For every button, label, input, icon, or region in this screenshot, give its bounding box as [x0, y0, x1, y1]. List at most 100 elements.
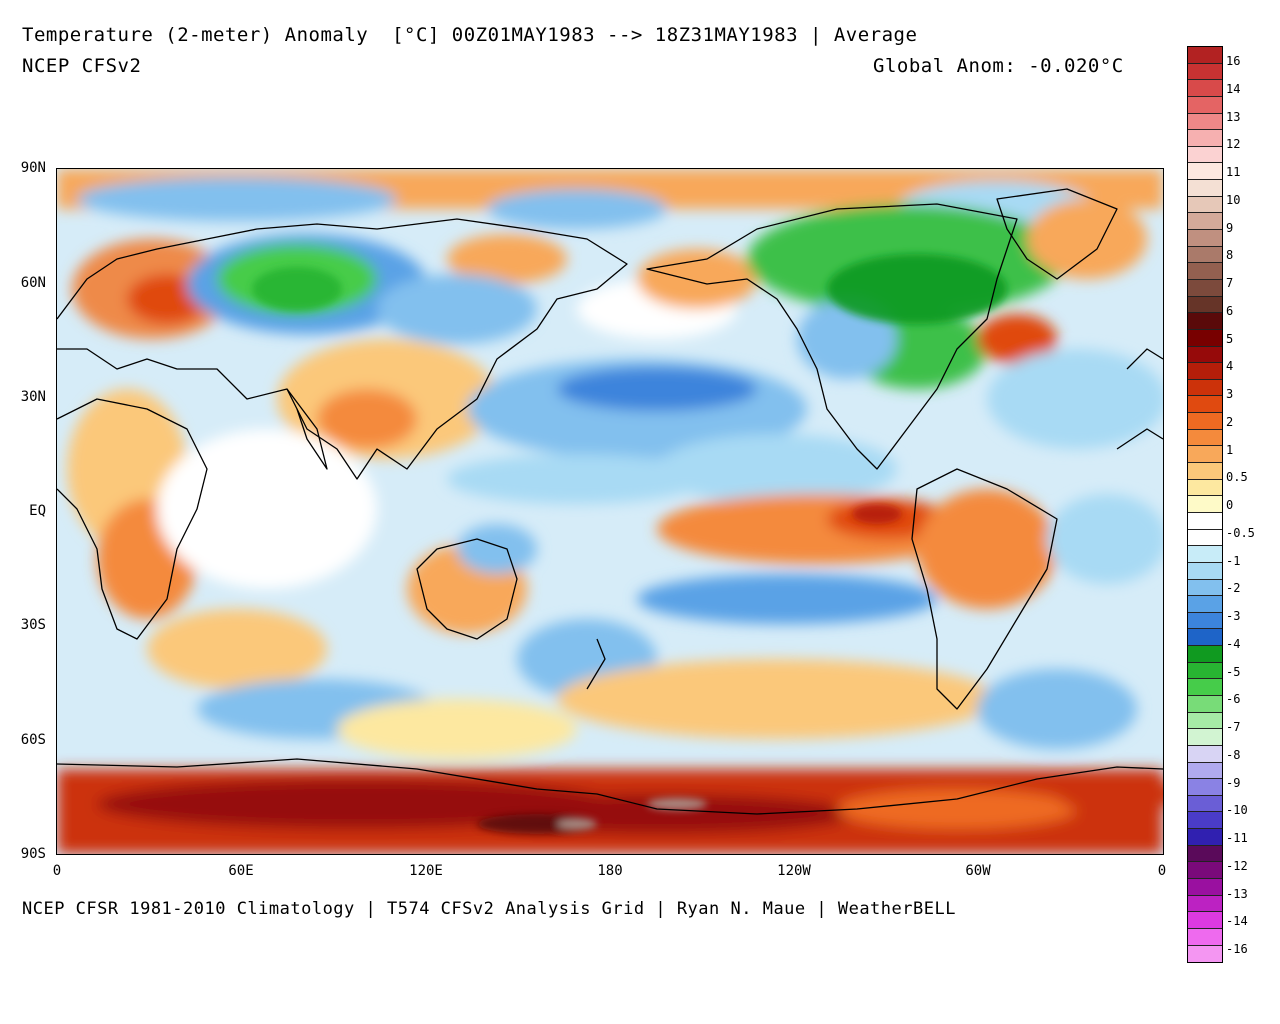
color-scale-cell	[1188, 895, 1222, 913]
color-scale-cell	[1188, 662, 1222, 680]
lat-label-90s: 90S	[20, 846, 46, 862]
color-scale-cell	[1188, 829, 1222, 846]
lon-label-120w: 120W	[777, 863, 811, 879]
color-scale-cell	[1188, 146, 1222, 164]
color-scale-label: 9	[1226, 220, 1234, 235]
color-scale-cell	[1188, 695, 1222, 713]
color-scale-label: 4	[1226, 359, 1234, 374]
color-scale-cell	[1188, 47, 1222, 64]
color-scale-label: 16	[1226, 54, 1241, 68]
color-scale-cell	[1188, 379, 1222, 397]
color-scale-label: -5	[1226, 664, 1241, 679]
color-scale-cell	[1188, 113, 1222, 131]
color-scale-cell	[1188, 163, 1222, 181]
color-scale-cell	[1188, 596, 1222, 613]
credits-footer: NCEP CFSR 1981-2010 Climatology | T574 C…	[22, 899, 956, 919]
color-scale-cell	[1188, 562, 1222, 580]
global-anomaly-label: Global Anom: -0.020°C	[873, 55, 1124, 77]
color-scale-cell	[1188, 96, 1222, 114]
color-scale-cell	[1188, 429, 1222, 447]
lat-label-30n: 30N	[20, 389, 46, 405]
lon-label-180: 180	[597, 863, 623, 879]
color-scale-cell	[1188, 446, 1222, 464]
color-scale-label: -10	[1226, 803, 1248, 818]
color-scale-cell	[1188, 512, 1222, 530]
color-scale-cell	[1188, 63, 1222, 81]
color-scale-label: 3	[1226, 387, 1234, 402]
color-scale-cell	[1188, 945, 1222, 963]
color-scale-cell	[1188, 396, 1222, 414]
color-scale-cell	[1188, 180, 1222, 197]
color-scale-cell	[1188, 363, 1222, 380]
color-scale-label: -4	[1226, 636, 1241, 651]
lat-label-60n: 60N	[20, 275, 46, 291]
color-scale-label: -9	[1226, 775, 1241, 790]
color-scale-label: -14	[1226, 914, 1248, 929]
color-scale-cell	[1188, 329, 1222, 347]
color-scale-label: -6	[1226, 692, 1241, 707]
color-scale-cell	[1188, 80, 1222, 97]
lat-label-60s: 60S	[20, 732, 46, 748]
color-scale-cell	[1188, 762, 1222, 780]
color-scale-cell	[1188, 130, 1222, 147]
color-scale-cell	[1188, 879, 1222, 896]
lat-label-90n: 90N	[20, 160, 46, 176]
color-scale-label: 13	[1226, 109, 1241, 124]
color-scale-cell	[1188, 296, 1222, 314]
color-scale-label: -11	[1226, 831, 1248, 846]
color-scale-cell	[1188, 745, 1222, 763]
color-scale-cell	[1188, 729, 1222, 746]
lat-label-30s: 30S	[20, 617, 46, 633]
color-scale-cell	[1188, 213, 1222, 231]
color-scale-cell	[1188, 779, 1222, 796]
color-scale-label: 0.5	[1226, 470, 1248, 485]
color-scale-label: 5	[1226, 331, 1234, 346]
color-scale-cell	[1188, 579, 1222, 597]
lat-label-eq: EQ	[29, 503, 46, 519]
color-scale-label: 6	[1226, 303, 1234, 318]
color-scale-label: -8	[1226, 747, 1241, 762]
color-scale-label: 1	[1226, 442, 1234, 457]
color-scale-cell	[1188, 812, 1222, 830]
color-scale-label: 7	[1226, 276, 1234, 291]
color-scale-label: 2	[1226, 414, 1234, 429]
color-scale-cell	[1188, 612, 1222, 630]
color-scale-cell	[1188, 496, 1222, 513]
color-scale-cell	[1188, 279, 1222, 297]
color-scale-cell	[1188, 196, 1222, 214]
color-scale-cell	[1188, 246, 1222, 264]
lon-label-60e: 60E	[228, 863, 254, 879]
color-scale-cell	[1188, 712, 1222, 730]
color-scale-label: 8	[1226, 248, 1234, 263]
color-scale-label: -3	[1226, 609, 1241, 624]
lon-label-120e: 120E	[409, 863, 443, 879]
color-scale-cell	[1188, 845, 1222, 863]
color-scale-cell	[1188, 646, 1222, 663]
color-scale-cell	[1188, 679, 1222, 696]
map-title: Temperature (2-meter) Anomaly [°C] 00Z01…	[22, 24, 918, 46]
color-scale-cell	[1188, 629, 1222, 647]
anomaly-map	[56, 168, 1164, 855]
color-scale-label: 14	[1226, 81, 1241, 96]
color-scale-label: -2	[1226, 581, 1241, 596]
color-scale-label: 10	[1226, 192, 1241, 207]
color-scale-cell	[1188, 795, 1222, 813]
color-scale-cell	[1188, 479, 1222, 497]
color-scale-label: 12	[1226, 137, 1241, 152]
color-scale-cell	[1188, 230, 1222, 247]
color-scale-label: -0.5	[1226, 525, 1255, 540]
color-scale-label: 0	[1226, 498, 1234, 513]
color-scale-cell	[1188, 546, 1222, 563]
color-scale-cell	[1188, 413, 1222, 430]
lon-label-0: 0	[52, 863, 62, 879]
color-scale-cell	[1188, 346, 1222, 364]
color-scale-label: -1	[1226, 553, 1241, 568]
anomaly-field	[57, 169, 1163, 854]
color-scale-cell	[1188, 529, 1222, 547]
color-scale-label: -16	[1226, 942, 1248, 957]
color-scale-cell	[1188, 862, 1222, 880]
color-scale-bar	[1187, 46, 1223, 964]
model-label: NCEP CFSv2	[22, 55, 142, 77]
color-scale-cell	[1188, 263, 1222, 280]
color-scale-label: -13	[1226, 886, 1248, 901]
